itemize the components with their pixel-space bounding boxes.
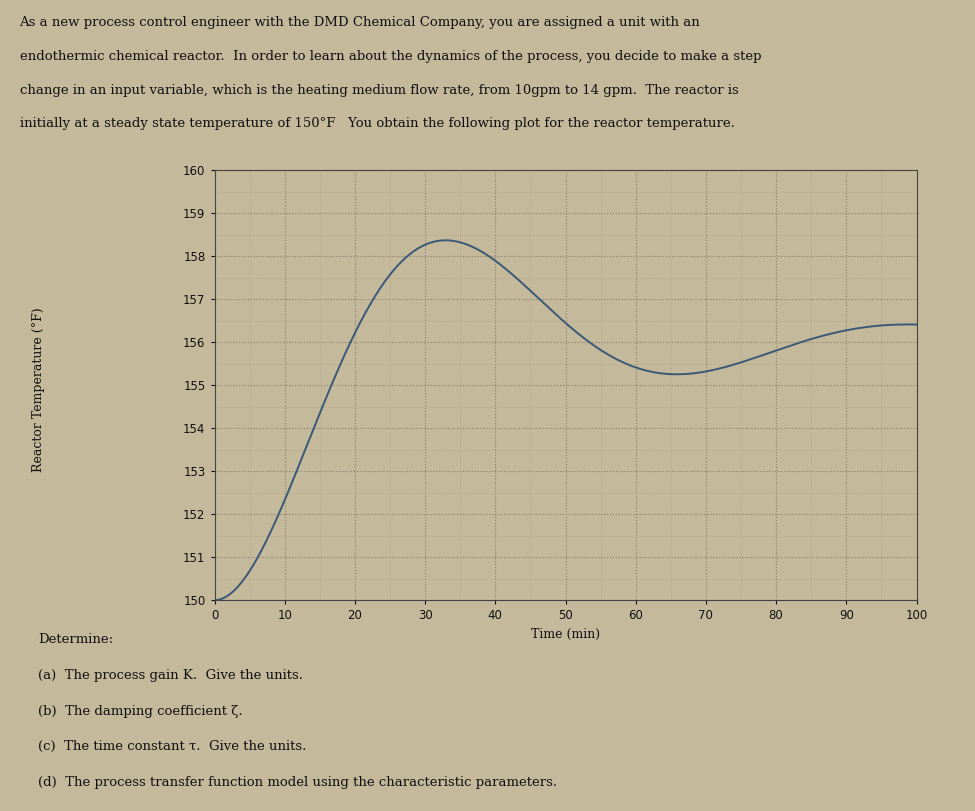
Text: As a new process control engineer with the DMD Chemical Company, you are assigne: As a new process control engineer with t… bbox=[20, 16, 700, 29]
Text: initially at a steady state temperature of 150°F   You obtain the following plot: initially at a steady state temperature … bbox=[20, 118, 734, 131]
Text: Reactor Temperature (°F): Reactor Temperature (°F) bbox=[32, 307, 46, 471]
Text: (a)  The process gain K.  Give the units.: (a) The process gain K. Give the units. bbox=[38, 669, 303, 682]
Text: (d)  The process transfer function model using the characteristic parameters.: (d) The process transfer function model … bbox=[38, 776, 558, 789]
Text: change in an input variable, which is the heating medium flow rate, from 10gpm t: change in an input variable, which is th… bbox=[20, 84, 738, 97]
Text: endothermic chemical reactor.  In order to learn about the dynamics of the proce: endothermic chemical reactor. In order t… bbox=[20, 50, 761, 63]
Text: Determine:: Determine: bbox=[38, 633, 113, 646]
Text: (c)  The time constant τ.  Give the units.: (c) The time constant τ. Give the units. bbox=[38, 740, 306, 753]
X-axis label: Time (min): Time (min) bbox=[531, 628, 600, 641]
Text: (b)  The damping coefficient ζ.: (b) The damping coefficient ζ. bbox=[38, 705, 243, 718]
